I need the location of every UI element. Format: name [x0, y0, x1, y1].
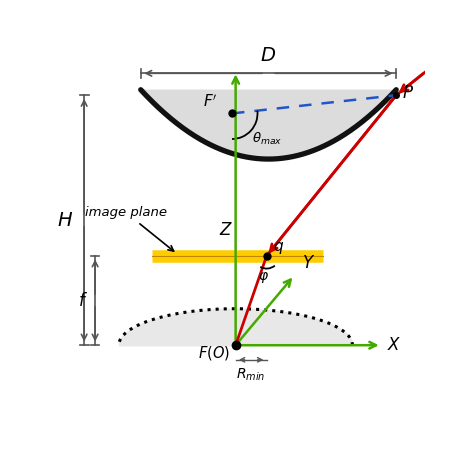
Text: $q$: $q$ — [273, 240, 284, 256]
Text: $f$: $f$ — [78, 292, 88, 310]
Text: $Y$: $Y$ — [301, 254, 315, 272]
Text: $F(O)$: $F(O)$ — [198, 345, 230, 363]
Text: $D$: $D$ — [260, 46, 276, 65]
Text: $H$: $H$ — [57, 211, 73, 230]
Text: $F'$: $F'$ — [203, 93, 218, 110]
Text: image plane: image plane — [85, 206, 173, 251]
Text: $X$: $X$ — [387, 336, 401, 354]
Text: $Z$: $Z$ — [219, 221, 234, 239]
Text: $\varphi$: $\varphi$ — [257, 270, 268, 285]
Text: $R_{min}$: $R_{min}$ — [237, 366, 266, 383]
Text: $P$: $P$ — [401, 84, 414, 102]
Text: $\theta_{max}$: $\theta_{max}$ — [252, 131, 283, 147]
